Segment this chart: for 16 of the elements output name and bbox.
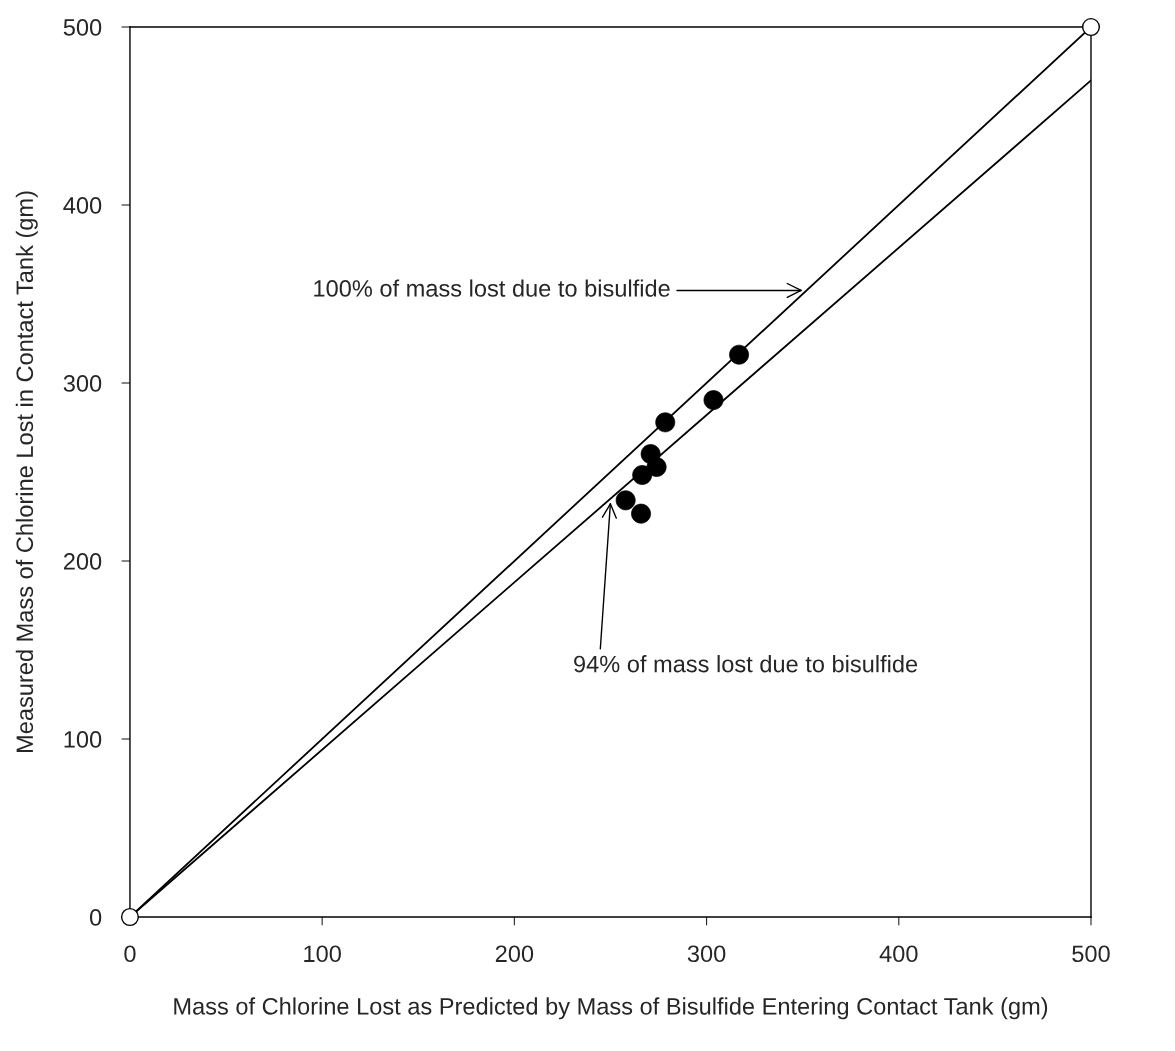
y-tick-label: 0 (89, 909, 102, 926)
y-tick-label: 300 (63, 375, 102, 392)
y-tick-label: 200 (63, 553, 102, 570)
x-tick-label: 200 (495, 945, 534, 963)
y-axis-title: Measured Mass of Chlorine Lost in Contact Tank (gm) (15, 191, 38, 752)
x-tick-label: 400 (879, 945, 918, 963)
y-tick-label: 100 (64, 731, 102, 748)
x-tick-label: 0 (124, 945, 136, 963)
annotation: 100% of mass lost due to bisulfide (314, 279, 670, 297)
x-tick-label: 100 (304, 945, 341, 963)
y-tick-label: 500 (63, 19, 102, 36)
y-tick-label: 400 (63, 197, 102, 214)
x-axis-title: Mass of Chlorine Lost as Predicted by Mass of Bisulfide Entering Contact Tank (gm) (174, 997, 1048, 1020)
x-tick-label: 500 (1072, 945, 1110, 963)
x-tick-label: 300 (687, 945, 726, 963)
annotation: 94% of mass lost due to bisulfide (574, 655, 918, 673)
